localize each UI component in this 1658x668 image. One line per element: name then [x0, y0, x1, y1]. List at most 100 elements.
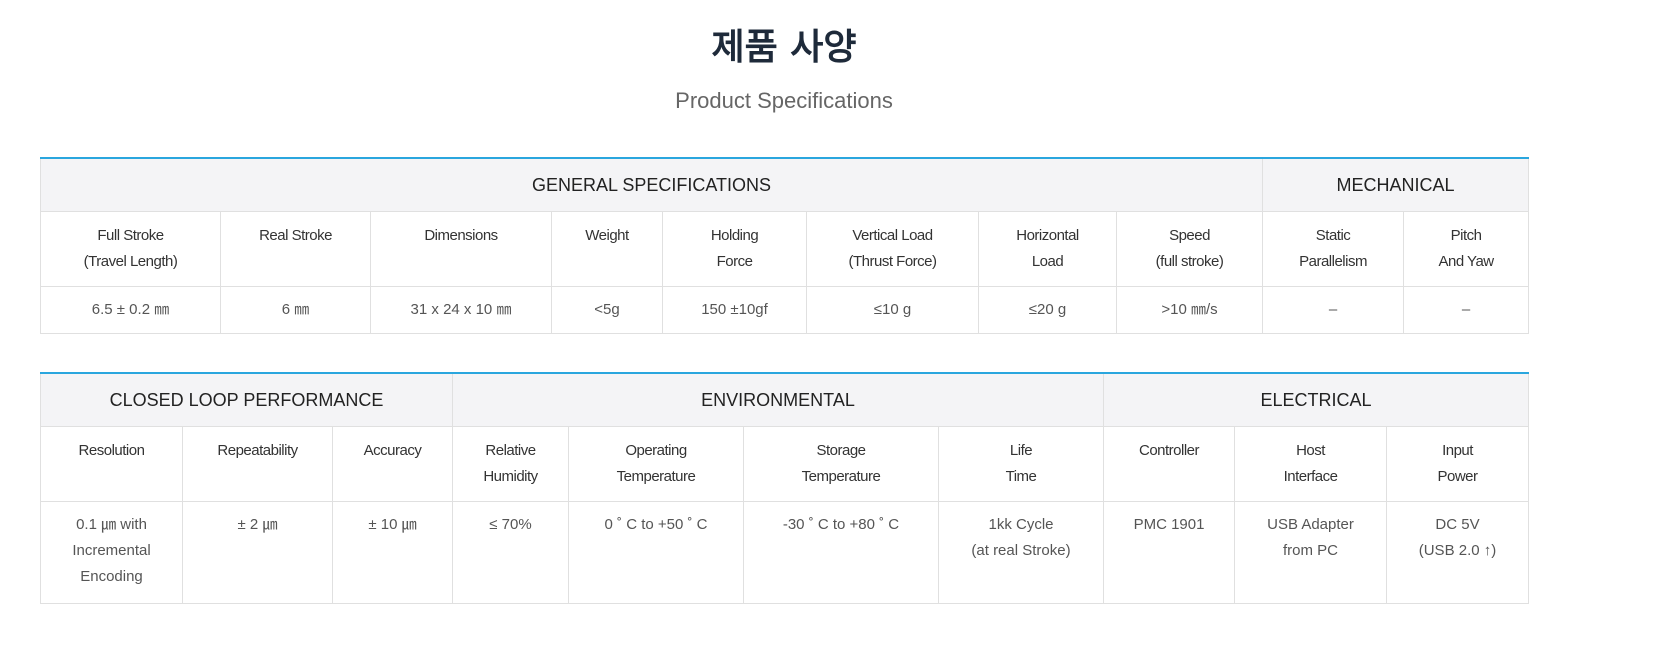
spec-value: 0.1 ㎛ with Incremental Encoding [40, 501, 183, 604]
column-header: Repeatability [182, 426, 333, 502]
cell-line: Power [1437, 468, 1478, 485]
column-header: Host Interface [1234, 426, 1387, 502]
column-header: Life Time [938, 426, 1104, 502]
cell-line: (full stroke) [1155, 253, 1224, 270]
cell-line: Accuracy [363, 442, 422, 459]
spec-value: 6.5 ± 0.2 ㎜ [40, 286, 221, 334]
table-row: 0.1 ㎛ with Incremental Encoding ± 2 ㎛ ± 10 ㎛… [40, 501, 1530, 604]
group-header: GENERAL SPECIFICATIONS [39, 157, 1264, 212]
spec-value: 31 x 24 x 10 ㎜ [370, 286, 552, 334]
column-header: Storage Temperature [743, 426, 939, 502]
spec-value: 6 ㎜ [220, 286, 371, 334]
cell-line: <5g [594, 301, 620, 318]
column-header: Vertical Load (Thrust Force) [806, 211, 979, 287]
table-row: Full Stroke (Travel Length) Real Stroke Dim… [40, 211, 1530, 287]
cell-line: (USB 2.0 ↑) [1418, 542, 1497, 559]
cell-line: Temperature [801, 468, 881, 485]
column-header: Pitch And Yaw [1403, 211, 1530, 287]
cell-line: ≤ 70% [489, 516, 532, 533]
column-header: Speed (full stroke) [1115, 211, 1264, 287]
spec-value: ± 2 ㎛ [182, 501, 333, 604]
cell-line: Humidity [483, 468, 538, 485]
column-header: Static Parallelism [1262, 211, 1405, 287]
spec-value: ≤ 70% [452, 501, 569, 604]
cell-line: And Yaw [1438, 253, 1494, 270]
cell-line: Repeatability [217, 442, 298, 459]
group-header: ENVIRONMENTAL [452, 372, 1104, 427]
spec-value: 0 ˚ C to +50 ˚ C [568, 501, 744, 604]
cell-line: Relative [485, 442, 536, 459]
performance-environmental-electrical-table: CLOSED LOOP PERFORMANCE ENVIRONMENTAL ELEC… [40, 372, 1530, 604]
cell-line: 1kk Cycle [988, 516, 1054, 533]
cell-line: 6.5 ± 0.2 ㎜ [91, 301, 170, 318]
cell-line: Dimensions [424, 227, 498, 244]
cell-line: – [1328, 301, 1338, 318]
group-header: MECHANICAL [1262, 157, 1530, 212]
page-subtitle: Product Specifications [675, 88, 893, 113]
cell-line: Input [1442, 442, 1473, 459]
cell-line: ± 2 ㎛ [237, 516, 278, 533]
cell-line: Speed [1169, 227, 1210, 244]
cell-line: Load [1031, 253, 1064, 270]
column-header: Operating Temperature [568, 426, 744, 502]
page-title: 제품 사양 [711, 27, 857, 68]
cell-line: Full Stroke [97, 227, 164, 244]
column-header: Horizontal Load [978, 211, 1117, 287]
spec-value: <5g [551, 286, 663, 334]
spec-value: ± 10 ㎛ [332, 501, 453, 604]
cell-line: Horizontal [1016, 227, 1079, 244]
cell-line: from PC [1282, 542, 1338, 559]
cell-line: ± 10 ㎛ [368, 516, 417, 533]
table-row: 6.5 ± 0.2 ㎜ 6 ㎜ 31 x 24 x 10 ㎜ <5g 150 ±10gf… [40, 286, 1530, 334]
spec-value: – [1262, 286, 1405, 334]
spec-value: 1kk Cycle (at real Stroke) [938, 501, 1104, 604]
spec-value: ≤20 g [978, 286, 1117, 334]
column-header: Relative Humidity [452, 426, 569, 502]
cell-line: Real Stroke [259, 227, 332, 244]
cell-line: >10 ㎜/s [1161, 301, 1218, 318]
cell-line: (at real Stroke) [971, 542, 1071, 559]
cell-line: 150 ±10gf [701, 301, 768, 318]
column-header: Dimensions [370, 211, 552, 287]
cell-line: Life [1009, 442, 1033, 459]
cell-line: 0 ˚ C to +50 ˚ C [604, 516, 708, 533]
cell-line: -30 ˚ C to +80 ˚ C [782, 516, 900, 533]
cell-line: (Thrust Force) [848, 253, 937, 270]
group-header: ELECTRICAL [1102, 372, 1530, 427]
spec-value: – [1403, 286, 1530, 334]
cell-line: Interface [1283, 468, 1338, 485]
cell-line: Time [1005, 468, 1037, 485]
spec-value: DC 5V (USB 2.0 ↑) [1385, 501, 1530, 604]
cell-line: USB Adapter [1267, 516, 1354, 533]
group-header: CLOSED LOOP PERFORMANCE [40, 372, 453, 427]
cell-line: Controller [1138, 442, 1200, 459]
cell-line: Encoding [80, 568, 143, 585]
cell-line: Incremental [72, 542, 151, 559]
cell-line: Temperature [616, 468, 696, 485]
spec-value: 150 ±10gf [662, 286, 807, 334]
spec-value: >10 ㎜/s [1115, 286, 1264, 334]
column-header: Accuracy [332, 426, 453, 502]
column-header: Input Power [1385, 426, 1530, 502]
cell-line: – [1461, 301, 1471, 318]
column-header: Weight [551, 211, 663, 287]
spec-value: -30 ˚ C to +80 ˚ C [743, 501, 939, 604]
spec-value: USB Adapter from PC [1234, 501, 1387, 604]
cell-line: (Travel Length) [83, 253, 178, 270]
cell-line: ≤20 g [1028, 301, 1067, 318]
table-row: Resolution Repeatability Accuracy Relative H… [40, 426, 1530, 502]
cell-line: Vertical Load [852, 227, 933, 244]
cell-line: Holding [710, 227, 759, 244]
cell-line: Weight [585, 227, 629, 244]
column-header: Controller [1103, 426, 1235, 502]
cell-line: DC 5V [1435, 516, 1480, 533]
cell-line: Parallelism [1299, 253, 1367, 270]
cell-line: Operating [625, 442, 687, 459]
cell-line: Pitch [1450, 227, 1482, 244]
general-specifications-table: GENERAL SPECIFICATIONS MECHANICAL Full Str… [39, 157, 1530, 334]
column-header: Real Stroke [220, 211, 371, 287]
cell-line: PMC 1901 [1133, 516, 1205, 533]
cell-line: 6 ㎜ [281, 301, 310, 318]
cell-line: 31 x 24 x 10 ㎜ [410, 301, 512, 318]
cell-line: Static [1315, 227, 1351, 244]
